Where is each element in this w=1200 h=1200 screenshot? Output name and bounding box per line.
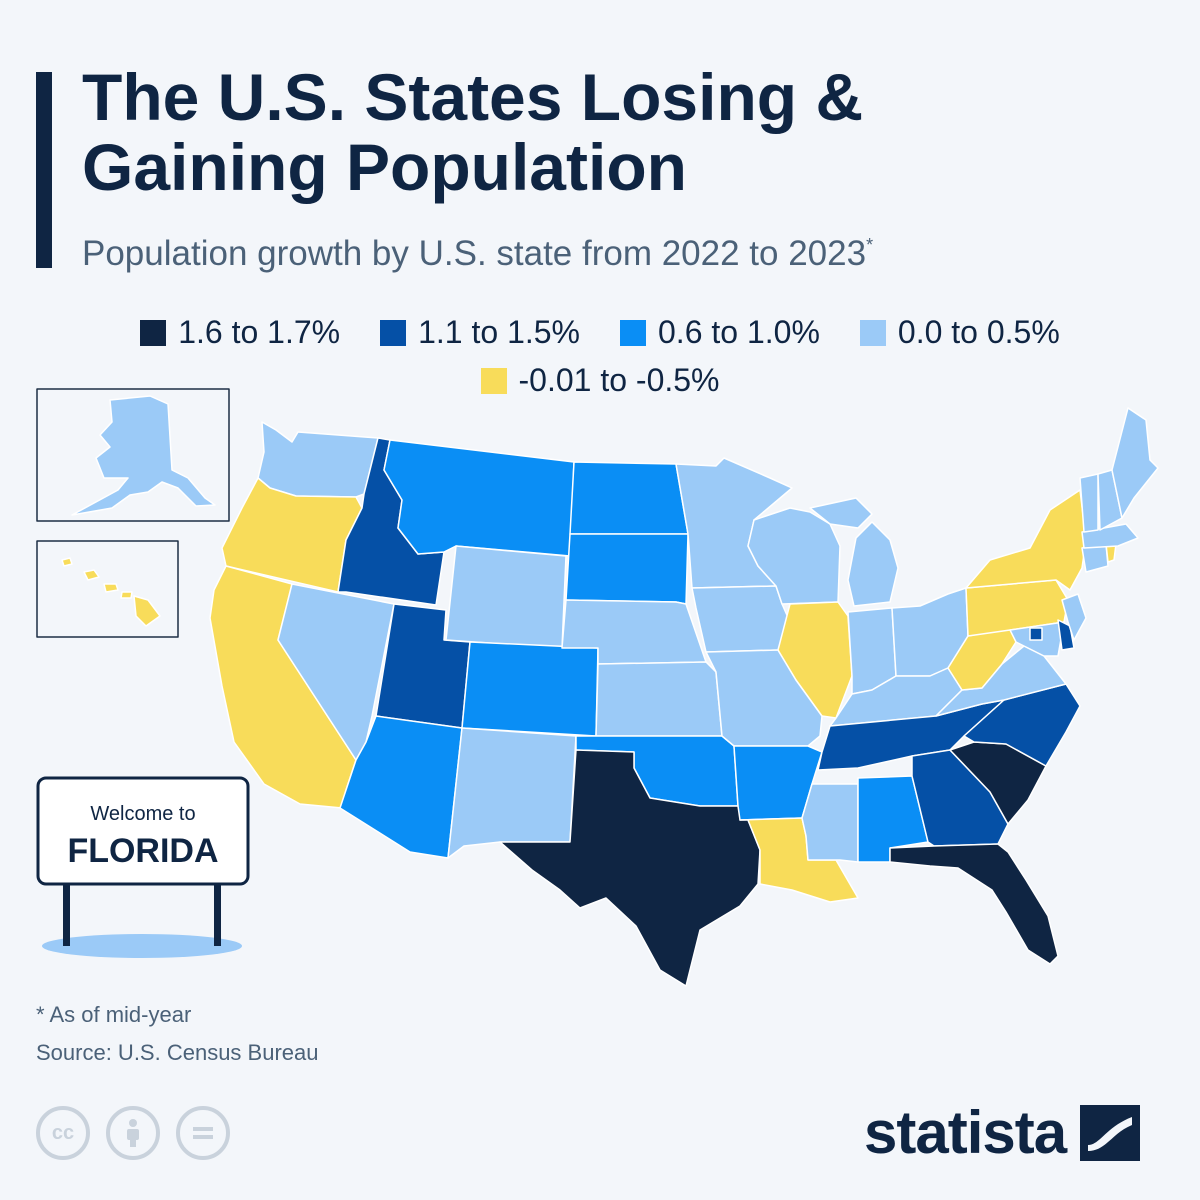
state-dc xyxy=(1029,627,1043,641)
state-montana xyxy=(383,439,575,557)
state-alaska xyxy=(71,395,216,516)
no-derivatives-icon[interactable] xyxy=(176,1106,230,1160)
subtitle-text: Population growth by U.S. state from 202… xyxy=(82,234,867,273)
legend-label: 1.6 to 1.7% xyxy=(178,314,341,350)
state-michigan xyxy=(809,497,899,607)
footnote: * As of mid-year xyxy=(36,1002,192,1027)
legend-swatch xyxy=(620,319,646,346)
state-washington xyxy=(257,421,379,498)
state-north-dakota xyxy=(569,461,689,535)
state-new-mexico xyxy=(447,727,577,859)
sign-text-florida: FLORIDA xyxy=(67,832,218,870)
title-line-1: The U.S. States Losing & xyxy=(82,60,864,134)
legend-label: 0.6 to 1.0% xyxy=(658,314,820,350)
state-hawaii xyxy=(61,557,161,627)
page-subtitle: Population growth by U.S. state from 202… xyxy=(82,234,873,274)
legend-swatch xyxy=(140,319,167,346)
subtitle-footnote-marker: * xyxy=(866,235,874,255)
florida-sign: Welcome to FLORIDA xyxy=(36,776,250,958)
legend-label: 1.1 to 1.5% xyxy=(418,314,580,350)
state-south-dakota xyxy=(565,533,689,605)
legend-item-4: 0.0 to 0.5% xyxy=(859,314,1060,351)
state-florida xyxy=(889,843,1059,965)
title-accent-bar xyxy=(36,72,52,268)
sign-post-left xyxy=(63,884,70,946)
statista-logo-icon xyxy=(1080,1104,1141,1161)
legend-row-2: -0.01 to -0.5% xyxy=(0,362,1200,399)
legend-swatch xyxy=(480,367,507,394)
state-new-york xyxy=(965,489,1087,591)
sign-text-welcome: Welcome to xyxy=(90,803,195,825)
legend-row-1: 1.6 to 1.7% 1.1 to 1.5% 0.6 to 1.0% 0.0 … xyxy=(0,314,1200,351)
state-colorado xyxy=(461,641,599,737)
title-line-2: Gaining Population xyxy=(82,130,687,204)
state-maine xyxy=(1111,407,1159,519)
hawaii-inset-frame xyxy=(36,540,179,638)
sign-board xyxy=(36,776,250,886)
sign-shadow xyxy=(42,934,242,958)
sign-post-right xyxy=(214,884,221,946)
state-vermont xyxy=(1079,473,1099,533)
state-wyoming xyxy=(445,545,567,649)
state-new-jersey xyxy=(1061,593,1087,641)
legend-item-1: 1.6 to 1.7% xyxy=(140,314,340,351)
attribution-icon[interactable] xyxy=(106,1106,160,1160)
state-iowa xyxy=(691,585,791,653)
alaska-inset-frame xyxy=(36,388,230,522)
source-note: Source: U.S. Census Bureau xyxy=(36,1040,319,1065)
state-kansas xyxy=(595,661,723,737)
state-texas xyxy=(499,749,761,987)
legend-swatch xyxy=(380,319,407,346)
legend-label: -0.01 to -0.5% xyxy=(518,362,720,398)
page-title: The U.S. States Losing & Gaining Populat… xyxy=(82,62,1082,202)
cc-icon[interactable]: cc xyxy=(36,1106,90,1160)
statista-brand[interactable]: statista xyxy=(864,1098,1141,1167)
legend-label: 0.0 to 0.5% xyxy=(897,314,1060,350)
license-icons: cc xyxy=(36,1106,230,1160)
brand-name: statista xyxy=(864,1099,1067,1166)
legend-item-3: 0.6 to 1.0% xyxy=(620,314,820,351)
state-mississippi xyxy=(801,783,859,863)
legend-item-5: -0.01 to -0.5% xyxy=(480,362,720,399)
legend-item-2: 1.1 to 1.5% xyxy=(380,314,580,351)
legend-swatch xyxy=(859,319,886,346)
